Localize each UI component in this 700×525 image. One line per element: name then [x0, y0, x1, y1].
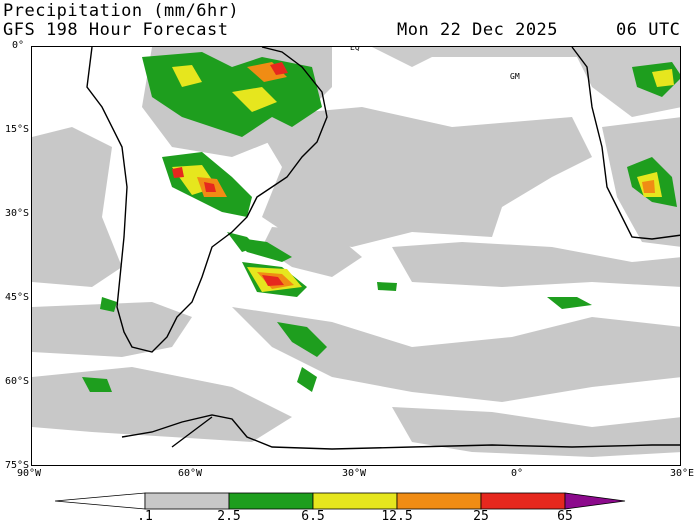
africa-coast — [571, 47, 680, 240]
forecast-time: 06 UTC — [616, 20, 681, 40]
coastlines — [86, 47, 680, 450]
lat-label-45s: 45°S — [5, 292, 30, 303]
heavy-precip-layer — [172, 62, 288, 286]
lon-label-30w: 30°W — [342, 468, 367, 479]
lon-label-60w: 60°W — [178, 468, 203, 479]
colorbar-label-12.5: 12.5 — [381, 509, 413, 524]
forecast-date: Mon 22 Dec 2025 — [397, 20, 559, 40]
colorbar-label-0.1: .1 — [137, 509, 153, 524]
colorbar-segment-orange — [396, 492, 482, 510]
lon-label-0: 0° — [511, 468, 524, 479]
model-title: GFS 198 Hour Forecast — [3, 20, 229, 40]
colorbar-segment-white — [55, 492, 146, 510]
colorbar-segment-green — [228, 492, 314, 510]
colorbar-label-25: 25 — [473, 509, 489, 524]
lat-label-30s: 30°S — [5, 208, 30, 219]
equator-label: EQ — [350, 47, 360, 52]
colorbar-label-6.5: 6.5 — [301, 509, 325, 524]
antarctic-peninsula — [171, 416, 213, 448]
colorbar — [55, 492, 626, 510]
map-canvas: EQ GM — [32, 47, 680, 457]
south-america-coast — [86, 47, 328, 353]
colorbar-label-65: 65 — [557, 509, 573, 524]
lon-label-30e: 30°E — [670, 468, 695, 479]
lat-label-0: 0° — [12, 40, 25, 51]
variable-title: Precipitation (mm/6hr) — [3, 1, 240, 21]
map-panel: EQ GM — [31, 46, 681, 466]
greenwich-meridian-label: GM — [510, 72, 520, 81]
colorbar-segment-yellow — [312, 492, 398, 510]
lat-label-75s: 75°S — [5, 460, 30, 471]
colorbar-segment-purple — [564, 492, 626, 510]
antarctica-coast — [121, 414, 680, 450]
lon-label-90w: 90°W — [17, 468, 42, 479]
lat-label-60s: 60°S — [5, 376, 30, 387]
colorbar-segment-grey — [144, 492, 230, 510]
lat-label-15s: 15°S — [5, 124, 30, 135]
colorbar-label-2.5: 2.5 — [217, 509, 241, 524]
colorbar-segment-red — [480, 492, 566, 510]
light-precip-layer — [32, 47, 680, 457]
